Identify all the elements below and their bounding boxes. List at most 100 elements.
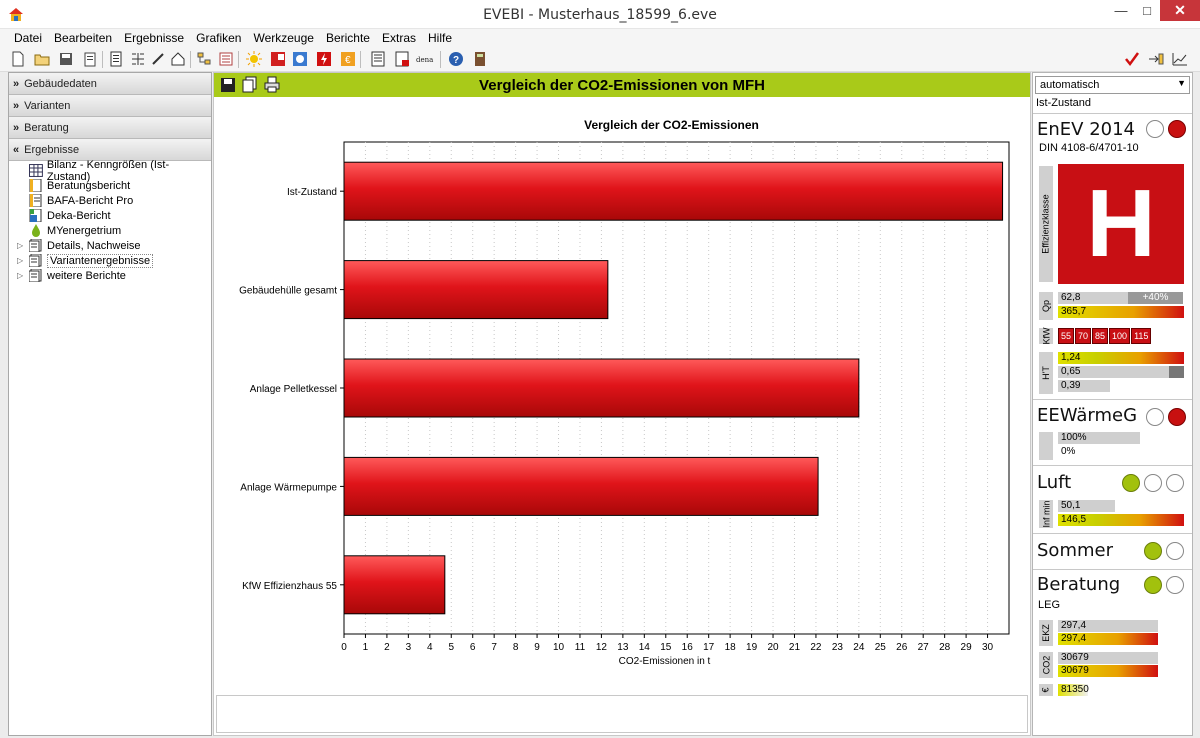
clipboard-icon[interactable] xyxy=(82,51,98,67)
expand-chevron-icon: » xyxy=(13,100,20,112)
menu-berichte[interactable]: Berichte xyxy=(325,31,370,45)
x-tick-label: 30 xyxy=(982,642,994,653)
x-tick-label: 7 xyxy=(491,642,497,653)
section-varianten[interactable]: » Varianten xyxy=(9,95,211,117)
status-circle-green xyxy=(1144,542,1162,560)
new-file-icon[interactable] xyxy=(10,51,26,67)
x-tick-label: 21 xyxy=(789,642,801,653)
bar xyxy=(343,555,446,615)
status-circle-empty xyxy=(1144,474,1162,492)
open-folder-icon[interactable] xyxy=(34,51,50,67)
report-icon[interactable] xyxy=(370,51,386,67)
ht-label: H'T xyxy=(1039,352,1053,394)
chevron-down-icon: ▼ xyxy=(1177,78,1186,88)
dropdown-value: automatisch xyxy=(1040,79,1100,91)
kfw-levels: 55 70 85 100 115 xyxy=(1058,328,1152,344)
pdf-report-icon[interactable] xyxy=(394,51,410,67)
x-tick-label: 14 xyxy=(639,642,651,653)
fan-icon[interactable] xyxy=(292,51,308,67)
section-beratung[interactable]: » Beratung xyxy=(9,117,211,139)
folder-docs-icon xyxy=(29,254,42,267)
x-tick-label: 26 xyxy=(896,642,908,653)
expand-arrow-icon[interactable]: ▷ xyxy=(17,241,24,250)
collapse-chevron-icon: « xyxy=(13,144,20,156)
section-label: Beratung xyxy=(24,122,69,134)
trend-chart-icon[interactable] xyxy=(1172,51,1188,67)
tree-item-myenergetrium[interactable]: MYenergetrium xyxy=(19,223,121,238)
copy-icon[interactable] xyxy=(242,76,258,93)
electricity-icon[interactable] xyxy=(316,51,332,67)
eur-label: € xyxy=(1039,684,1053,696)
x-tick-label: 22 xyxy=(810,642,822,653)
tree-item-bafa[interactable]: BAFA-Bericht Pro xyxy=(19,193,133,208)
calculator-icon[interactable] xyxy=(472,51,488,67)
tree-item-label: Details, Nachweise xyxy=(47,239,141,252)
minimize-button[interactable]: — xyxy=(1114,3,1128,18)
eewaermeg-title: EEWärmeG xyxy=(1037,405,1138,426)
save-icon[interactable] xyxy=(220,76,236,93)
export-icon[interactable] xyxy=(1148,51,1164,67)
enev-section: EnEV 2014 DIN 4108-6/4701-10 Effizienzkl… xyxy=(1033,113,1192,399)
x-tick-label: 13 xyxy=(617,642,629,653)
section-label: Varianten xyxy=(24,100,71,112)
section-gebaeudedaten[interactable]: » Gebäudedaten xyxy=(9,73,211,95)
structure-icon[interactable] xyxy=(130,51,146,67)
expand-arrow-icon[interactable]: ▷ xyxy=(17,271,24,280)
document-icon[interactable] xyxy=(108,51,124,67)
close-button[interactable]: ✕ xyxy=(1160,0,1200,21)
menu-hilfe[interactable]: Hilfe xyxy=(428,31,453,45)
kfw-level: 70 xyxy=(1075,328,1092,344)
help-icon[interactable]: ? xyxy=(448,51,464,67)
qp-badge: +40% xyxy=(1128,292,1183,304)
measure-icon[interactable] xyxy=(150,51,166,67)
x-tick-label: 3 xyxy=(406,642,412,653)
tree-item-deka[interactable]: Deka-Bericht xyxy=(19,208,111,223)
x-tick-label: 12 xyxy=(596,642,608,653)
efficiency-class-badge: H xyxy=(1058,164,1184,284)
status-circle-empty xyxy=(1146,408,1164,426)
menu-ergebnisse[interactable]: Ergebnisse xyxy=(124,31,185,45)
x-tick-label: 8 xyxy=(513,642,519,653)
cost-icon[interactable]: € xyxy=(340,51,356,67)
wall-icon[interactable] xyxy=(270,51,286,67)
sun-icon[interactable] xyxy=(246,51,262,67)
menu-werkzeuge[interactable]: Werkzeuge xyxy=(253,31,314,45)
ht-bar-2: 0,65 xyxy=(1058,366,1184,378)
ekz-label: EKZ xyxy=(1039,620,1053,646)
menu-grafiken[interactable]: Grafiken xyxy=(196,31,242,45)
notes-field[interactable] xyxy=(216,695,1028,733)
section-ergebnisse[interactable]: « Ergebnisse xyxy=(9,139,211,161)
tree-icon[interactable] xyxy=(196,51,212,67)
expand-arrow-icon[interactable]: ▷ xyxy=(17,256,24,265)
table-icon xyxy=(29,164,43,177)
tree-item-bilanz[interactable]: Bilanz - Kenngrößen (Ist-Zustand) xyxy=(19,159,211,183)
luft-title: Luft xyxy=(1037,472,1072,493)
menu-bearbeiten[interactable]: Bearbeiten xyxy=(54,31,113,45)
check-icon[interactable] xyxy=(1124,51,1140,67)
print-icon[interactable] xyxy=(264,76,280,93)
menu-extras[interactable]: Extras xyxy=(381,31,416,45)
dena-icon[interactable]: dena xyxy=(416,51,436,67)
co2-bar-2: 30679 xyxy=(1058,665,1158,677)
house-icon[interactable] xyxy=(170,51,186,67)
kfw-label: KfW xyxy=(1039,327,1053,345)
mode-dropdown[interactable]: automatisch ▼ xyxy=(1035,76,1190,94)
tree-item-weitere[interactable]: ▷ weitere Berichte xyxy=(17,268,126,283)
x-tick-label: 5 xyxy=(448,642,454,653)
chart-title: Vergleich der CO2-Emissionen xyxy=(584,118,759,132)
ekz-bar-2: 297,4 xyxy=(1058,633,1158,645)
x-tick-label: 19 xyxy=(746,642,758,653)
tree-item-variantenergebnisse[interactable]: ▷ Variantenergebnisse xyxy=(17,253,154,268)
tree-item-label: Bilanz - Kenngrößen (Ist-Zustand) xyxy=(46,158,170,183)
luft-bar-1: 50,1 xyxy=(1058,500,1115,512)
list-icon[interactable] xyxy=(218,51,234,67)
beratung-title: Beratung xyxy=(1037,574,1121,595)
maximize-button[interactable]: □ xyxy=(1143,3,1151,18)
save-icon[interactable] xyxy=(58,51,74,67)
x-tick-label: 20 xyxy=(767,642,779,653)
x-tick-label: 4 xyxy=(427,642,433,653)
tree-item-beratungsbericht[interactable]: Beratungsbericht xyxy=(19,178,130,193)
menu-datei[interactable]: Datei xyxy=(14,31,43,45)
tree-item-details[interactable]: ▷ Details, Nachweise xyxy=(17,238,141,253)
beratung-sub: LEG xyxy=(1038,599,1061,611)
